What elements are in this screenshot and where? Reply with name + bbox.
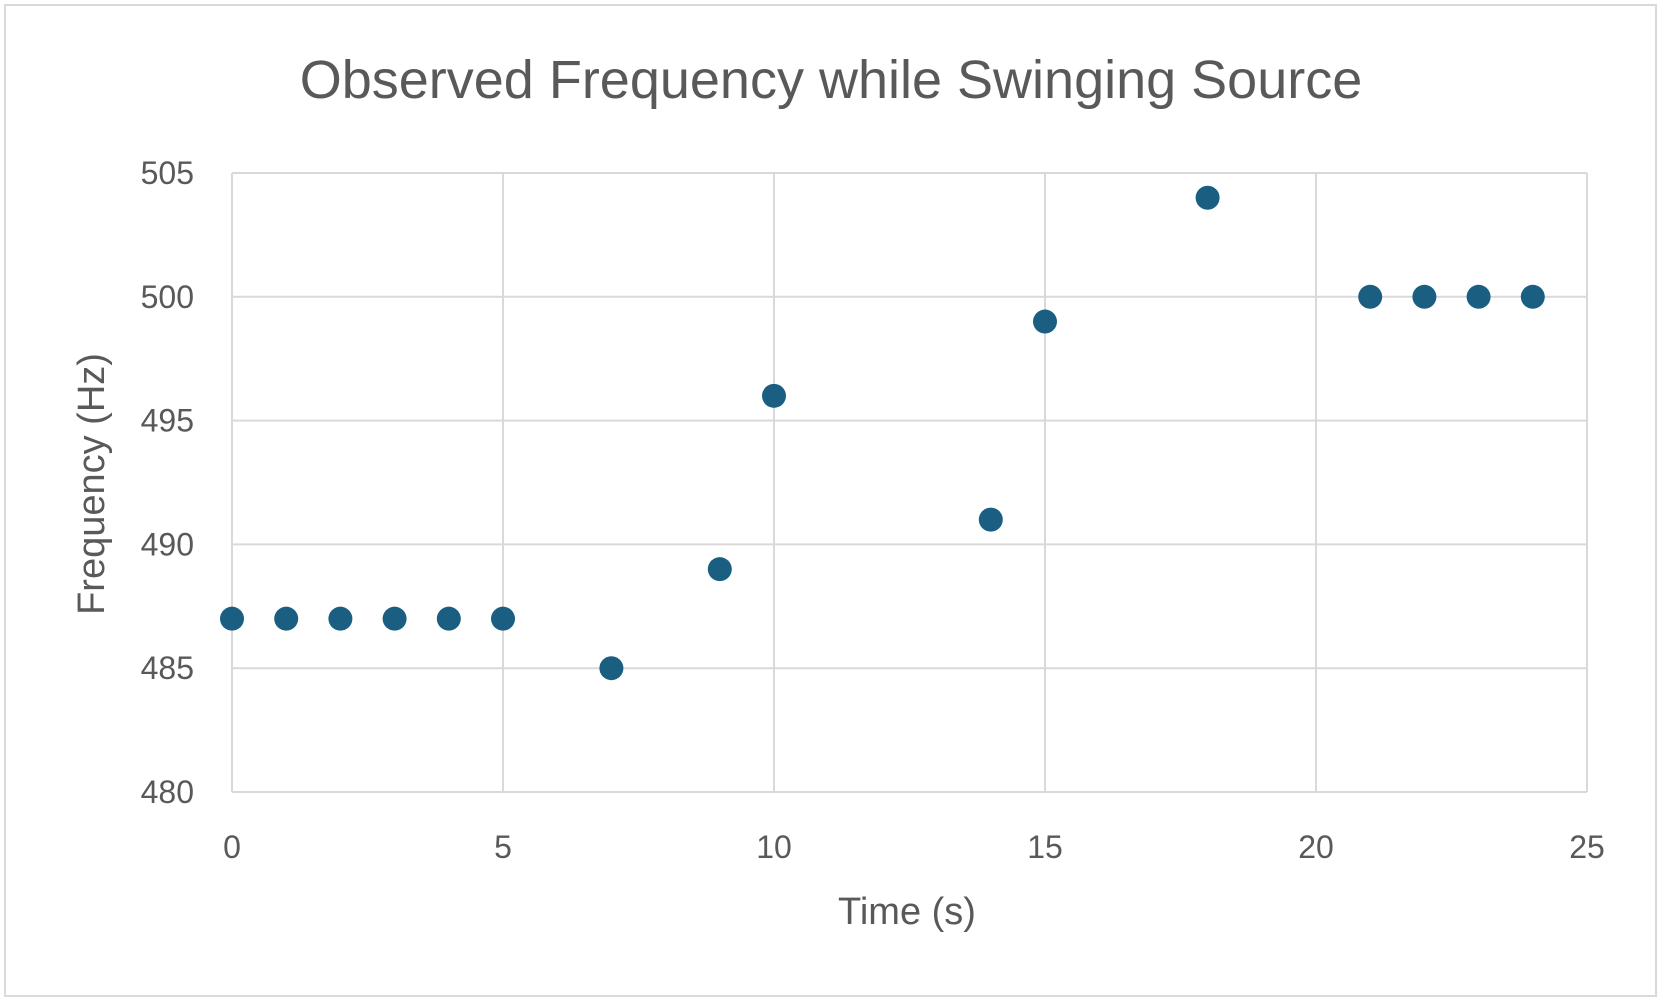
chart-title: Observed Frequency while Swinging Source [300, 50, 1363, 110]
data-point [978, 507, 1003, 532]
x-tick-labels: 0 5 10 15 20 25 [223, 829, 1605, 865]
grid-lines [231, 172, 1588, 793]
data-point [1358, 284, 1383, 309]
y-tick-labels: 480 485 490 495 500 505 [141, 155, 194, 810]
y-axis-title: Frequency (Hz) [71, 353, 113, 615]
data-points [220, 185, 1545, 681]
chart-frame [4, 4, 1657, 997]
data-point [599, 656, 624, 681]
data-point [1033, 309, 1057, 334]
x-axis-title: Time (s) [838, 891, 976, 933]
data-point [436, 606, 461, 631]
data-point [491, 606, 515, 631]
data-point [1412, 284, 1437, 309]
data-point [1520, 284, 1545, 309]
x-tick-label: 20 [1298, 829, 1334, 865]
x-tick-label: 25 [1569, 829, 1605, 865]
y-tick-label: 490 [141, 526, 194, 562]
data-point [274, 606, 299, 631]
data-point [1195, 185, 1220, 210]
data-point [1466, 284, 1491, 309]
data-point [382, 606, 407, 631]
y-tick-label: 500 [141, 279, 194, 315]
y-tick-label: 495 [141, 403, 194, 439]
data-point [328, 606, 353, 631]
y-tick-label: 505 [141, 155, 194, 191]
x-tick-label: 15 [1027, 829, 1063, 865]
y-tick-label: 480 [141, 774, 194, 810]
x-tick-label: 10 [756, 829, 792, 865]
x-tick-label: 0 [223, 829, 241, 865]
data-point [220, 606, 244, 631]
data-point [762, 383, 786, 408]
y-tick-label: 485 [141, 650, 194, 686]
x-tick-label: 5 [494, 829, 512, 865]
data-point [707, 557, 732, 582]
